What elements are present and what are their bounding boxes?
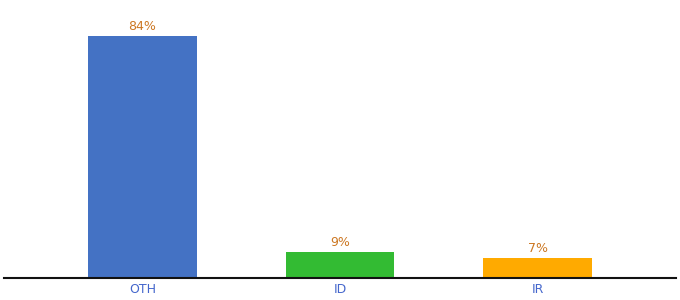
Text: 9%: 9% (330, 236, 350, 249)
Bar (286, 252, 394, 278)
Text: 7%: 7% (528, 242, 547, 255)
Text: 84%: 84% (129, 20, 156, 33)
Bar (483, 258, 592, 278)
Bar (88, 36, 197, 278)
